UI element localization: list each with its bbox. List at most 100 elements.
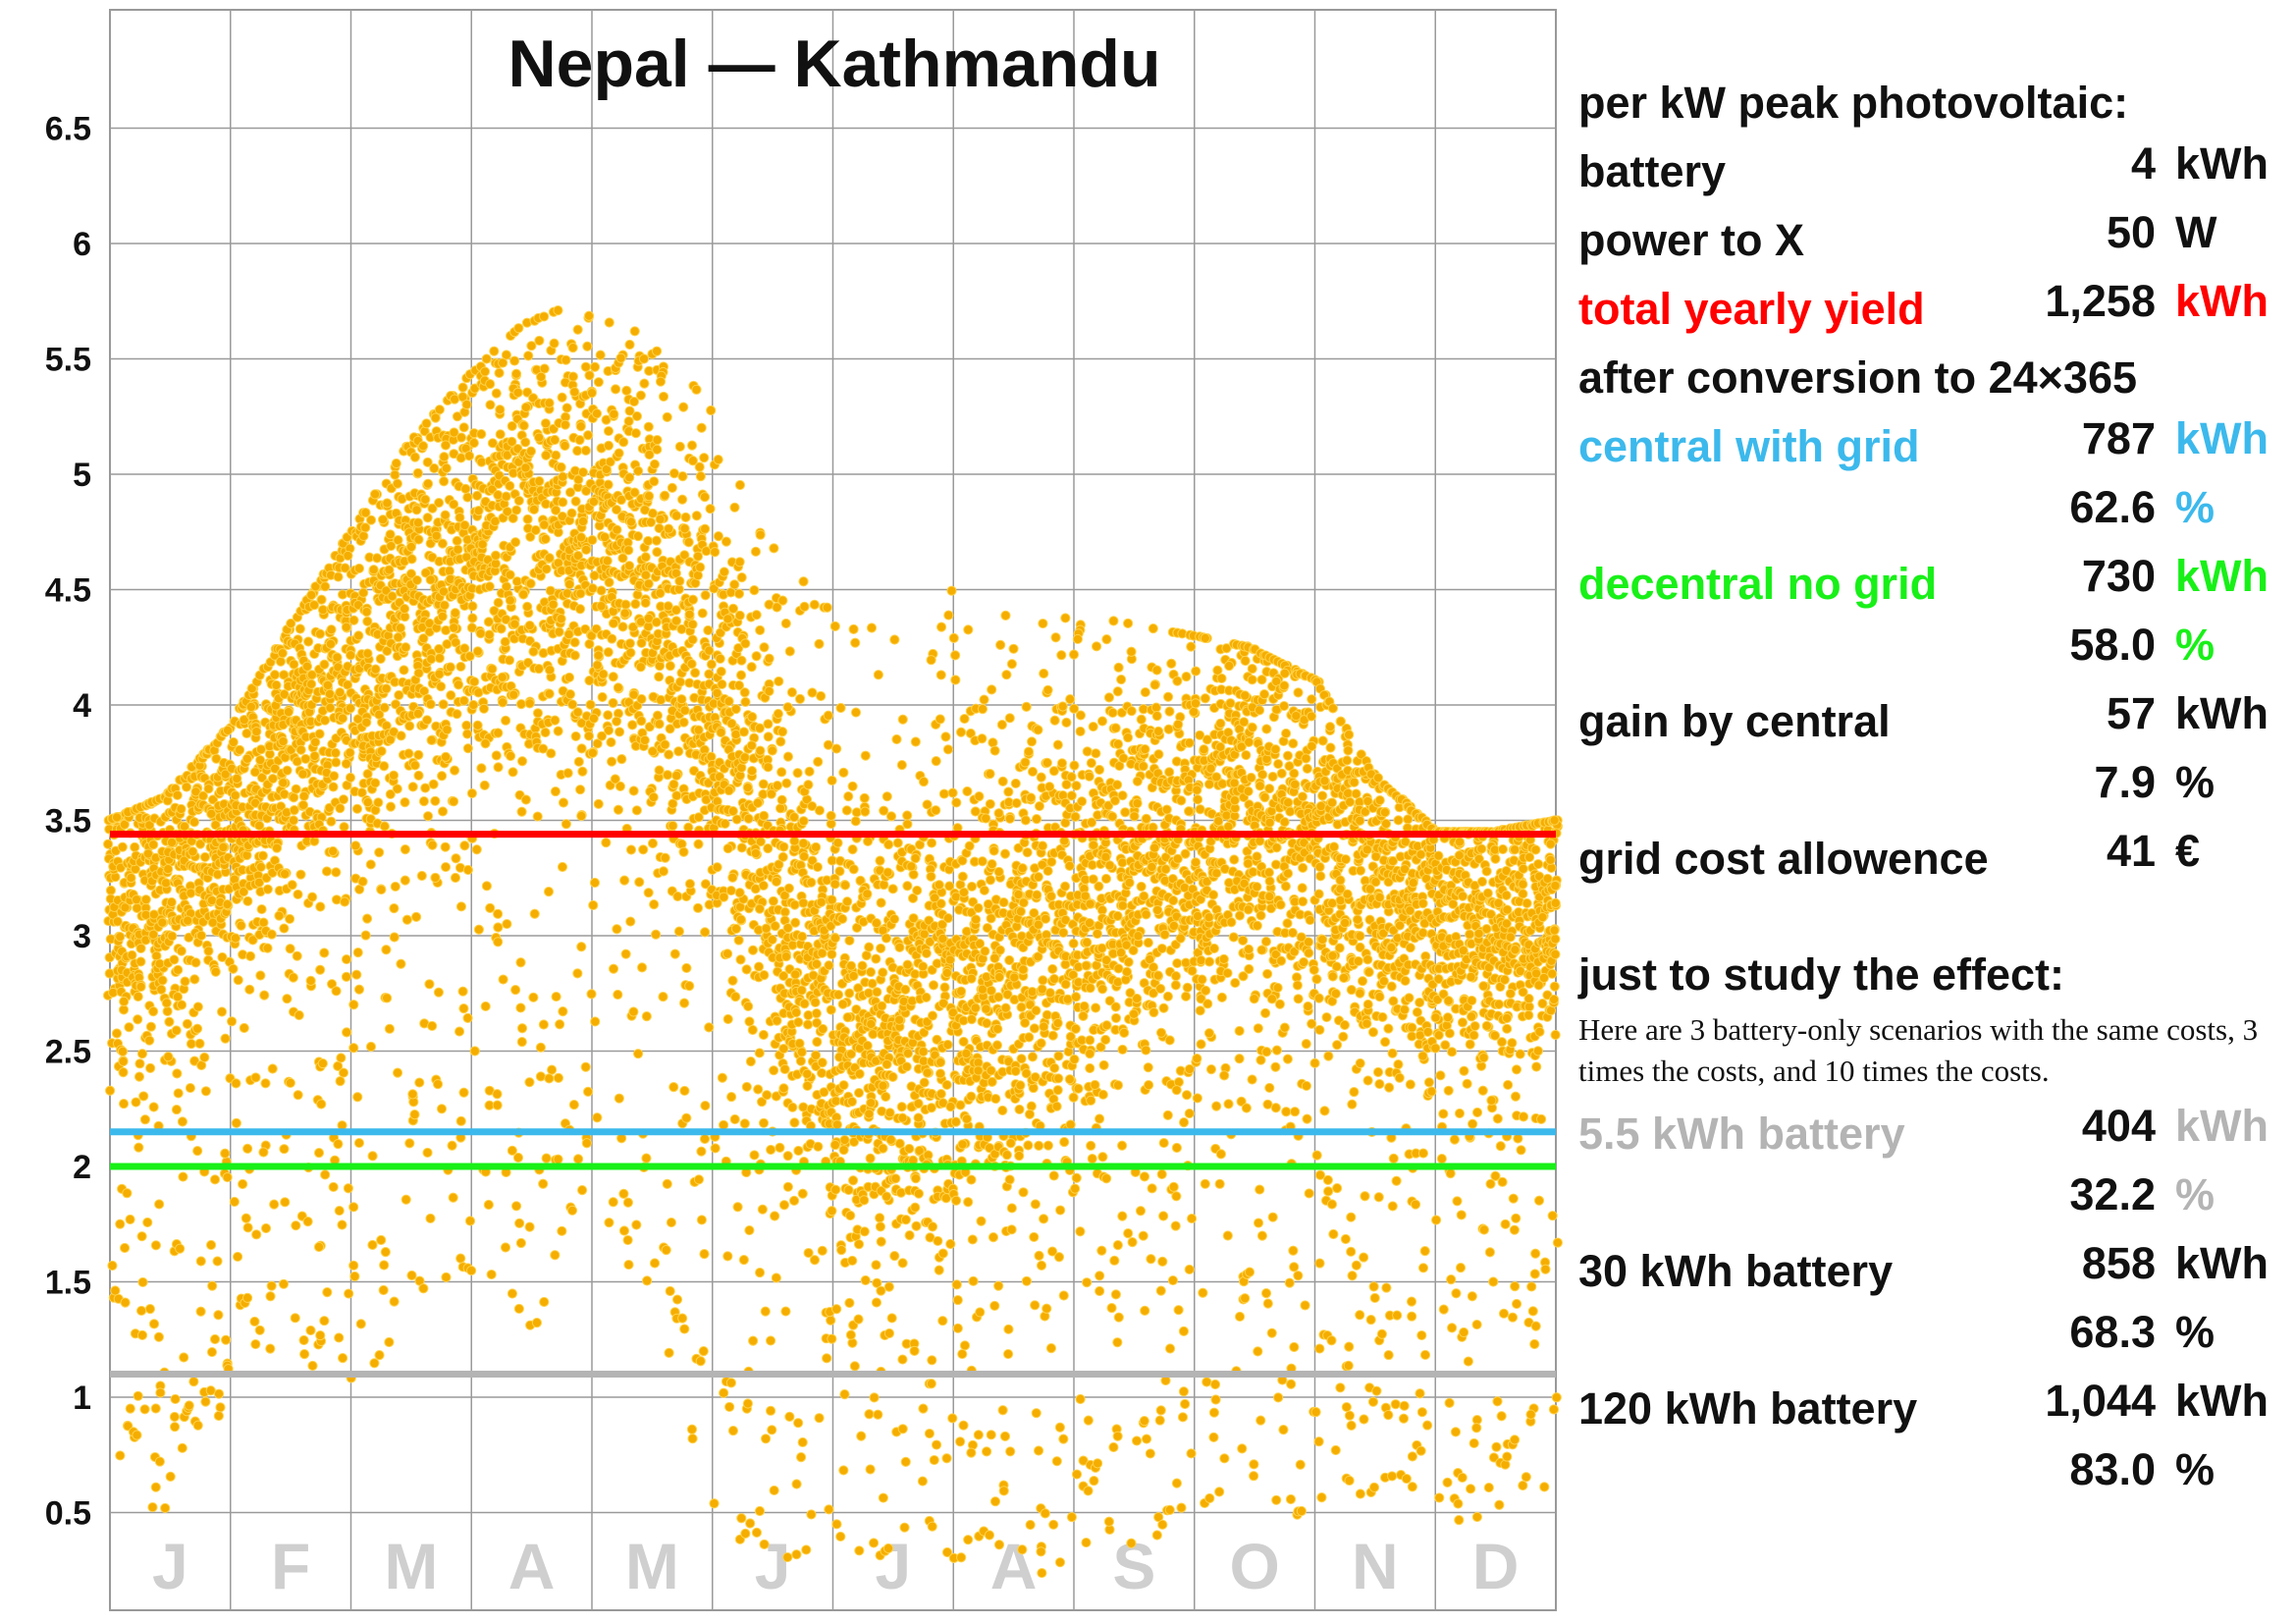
- data-point: [727, 805, 738, 817]
- data-point: [850, 707, 862, 718]
- data-point: [921, 992, 932, 1002]
- data-point: [853, 1314, 864, 1325]
- data-point: [917, 1476, 929, 1487]
- data-point: [713, 531, 724, 542]
- data-point: [420, 494, 431, 505]
- data-point: [553, 305, 563, 316]
- data-point: [750, 847, 762, 859]
- data-point: [117, 841, 128, 852]
- data-point: [479, 780, 490, 791]
- data-point: [418, 795, 430, 807]
- data-point: [844, 1297, 855, 1309]
- data-point: [362, 797, 373, 808]
- data-point: [733, 588, 745, 599]
- data-point: [222, 725, 234, 735]
- data-point: [695, 1356, 706, 1367]
- data-point: [326, 816, 337, 827]
- data-point: [699, 453, 710, 463]
- data-point: [979, 694, 989, 705]
- data-point: [781, 778, 792, 788]
- data-point: [991, 1040, 1003, 1051]
- data-point: [771, 1272, 781, 1283]
- data-point: [722, 843, 733, 854]
- data-point: [842, 1012, 853, 1023]
- data-point: [441, 1272, 452, 1283]
- data-point: [946, 585, 957, 596]
- data-point: [716, 727, 726, 738]
- data-point: [679, 1324, 690, 1334]
- data-point: [671, 1294, 683, 1305]
- data-point: [937, 1248, 948, 1259]
- data-point: [902, 1048, 914, 1058]
- data-point: [183, 915, 193, 926]
- data-point: [491, 388, 502, 399]
- data-point: [767, 745, 777, 756]
- data-point: [719, 567, 729, 577]
- data-point: [798, 1102, 809, 1112]
- data-point: [654, 765, 665, 776]
- data-point: [550, 715, 561, 726]
- data-point: [161, 998, 172, 1008]
- data-point: [739, 752, 750, 763]
- data-point: [618, 1225, 630, 1236]
- data-point: [298, 790, 309, 801]
- data-point: [547, 1064, 558, 1075]
- data-point: [560, 419, 570, 430]
- data-point: [740, 638, 751, 649]
- data-point: [720, 818, 730, 830]
- data-point: [757, 1204, 768, 1215]
- data-point: [679, 1085, 690, 1097]
- data-point: [950, 675, 961, 685]
- data-point: [823, 739, 833, 750]
- data-point: [551, 450, 561, 460]
- data-point: [827, 775, 837, 786]
- data-point: [424, 979, 435, 990]
- data-point: [122, 1188, 133, 1199]
- data-point: [696, 1146, 707, 1157]
- data-point: [485, 400, 496, 410]
- data-point: [277, 648, 288, 659]
- data-point: [789, 836, 800, 846]
- data-point: [321, 866, 333, 877]
- data-point: [581, 544, 592, 556]
- data-point: [512, 1152, 524, 1164]
- data-point: [924, 1428, 935, 1439]
- data-point: [353, 1137, 365, 1149]
- data-point: [754, 1267, 766, 1278]
- data-point: [699, 1133, 711, 1145]
- data-point: [797, 1436, 808, 1448]
- data-point: [631, 1219, 642, 1230]
- data-point: [591, 408, 603, 419]
- data-point: [691, 384, 702, 395]
- data-point: [872, 987, 882, 998]
- data-point: [951, 1279, 962, 1290]
- data-point: [392, 784, 402, 794]
- data-point: [816, 896, 827, 907]
- data-point: [329, 771, 340, 782]
- data-point: [884, 1108, 895, 1118]
- data-point: [935, 670, 946, 680]
- data-point: [853, 1087, 865, 1099]
- data-point: [569, 387, 580, 398]
- data-point: [709, 1498, 720, 1509]
- data-point: [387, 591, 398, 602]
- data-point: [476, 428, 487, 440]
- data-point: [345, 772, 356, 784]
- data-point: [452, 535, 462, 546]
- data-point: [543, 887, 555, 897]
- data-point: [353, 563, 365, 574]
- data-point: [544, 688, 555, 699]
- data-point: [830, 1184, 841, 1195]
- data-point: [575, 532, 587, 543]
- data-point: [496, 623, 507, 634]
- data-point: [449, 623, 459, 633]
- data-point: [163, 864, 174, 875]
- data-point: [999, 1431, 1011, 1441]
- data-point: [679, 705, 690, 716]
- data-point: [749, 1150, 760, 1161]
- data-point: [524, 620, 535, 631]
- data-point: [678, 717, 689, 728]
- data-point: [266, 929, 277, 940]
- data-point: [328, 845, 339, 857]
- data-point: [280, 1197, 291, 1208]
